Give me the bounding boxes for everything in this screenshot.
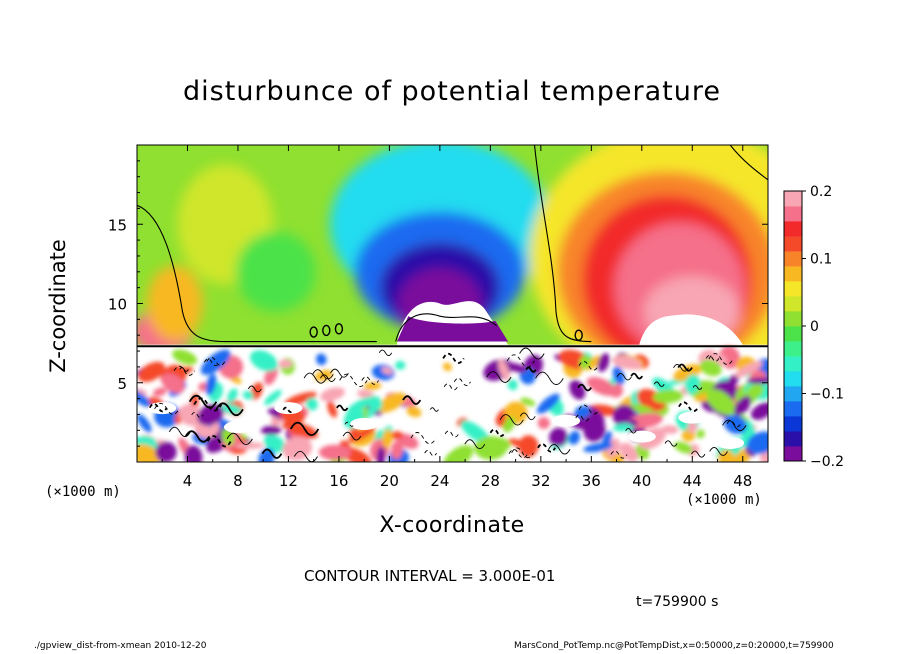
plot-area <box>137 145 768 462</box>
lower-mixed-layer <box>137 344 768 462</box>
y-tick-label: 15 <box>108 216 127 234</box>
colorbar-swatch <box>784 371 802 387</box>
colorbar-swatch <box>784 356 802 372</box>
x-tick-label: 8 <box>233 472 243 490</box>
colorbar-tick-label: 0.2 <box>810 184 832 200</box>
colorbar-swatch <box>784 341 802 357</box>
contour-interval-text: CONTOUR INTERVAL = 3.000E-01 <box>304 567 556 585</box>
x-tick-label: 20 <box>380 472 399 490</box>
y-axis-label: Z-coordinate <box>46 239 70 373</box>
colorbar-swatch <box>784 326 802 342</box>
colorbar-swatch <box>784 416 802 432</box>
colorbar-swatch <box>784 236 802 252</box>
y-axis: 5 10 15 <box>108 160 768 447</box>
x-tick-label: 36 <box>582 472 601 490</box>
y-tick-label: 5 <box>117 375 127 393</box>
colorbar-swatch <box>784 401 802 417</box>
x-tick-label: 4 <box>183 472 193 490</box>
footer-right: MarsCond_PotTemp.nc@PotTempDist,x=0:5000… <box>514 641 834 651</box>
colorbar-swatch <box>784 251 802 267</box>
y-tick-label: 10 <box>108 296 127 314</box>
chart-title: disturbunce of potential temperature <box>183 76 721 107</box>
x-axis-label: X-coordinate <box>379 513 525 538</box>
colorbar-swatch <box>784 431 802 447</box>
x-tick-label: 40 <box>632 472 651 490</box>
colorbar-swatch <box>784 446 802 462</box>
x-tick-label: 32 <box>531 472 550 490</box>
colorbar-swatch <box>784 221 802 237</box>
x-tick-label: 24 <box>430 472 449 490</box>
contour-lines <box>137 145 768 462</box>
x-unit-label-right: (×1000 m) <box>686 492 762 508</box>
colorbar-tick-label: −0.1 <box>810 387 844 403</box>
colorbar-swatch <box>784 311 802 327</box>
time-label: t=759900 s <box>636 594 719 610</box>
colorbar-swatch <box>784 296 802 312</box>
colorbar-swatch <box>784 206 802 222</box>
colorbar-tick-label: 0 <box>810 319 819 335</box>
x-axis: 4 8 12 16 20 24 28 32 36 40 44 48 <box>161 145 752 490</box>
field-fill <box>137 145 768 462</box>
colorbar-swatch <box>784 191 802 207</box>
x-unit-label-left: (×1000 m) <box>45 484 121 500</box>
colorbar: 0.2 0.1 0 −0.1 −0.2 <box>783 184 844 470</box>
colorbar-swatch <box>784 386 802 402</box>
colorbar-swatch <box>784 281 802 297</box>
x-tick-label: 16 <box>329 472 348 490</box>
x-tick-label: 44 <box>683 472 702 490</box>
colorbar-tick-label: 0.1 <box>810 252 832 268</box>
colorbar-swatch <box>784 266 802 282</box>
x-tick-label: 28 <box>481 472 500 490</box>
saturated-cores <box>396 301 743 345</box>
footer-left: ./gpview_dist-from-xmean 2010-12-20 <box>34 641 207 651</box>
colorbar-tick-label: −0.2 <box>810 454 844 470</box>
x-tick-label: 48 <box>733 472 752 490</box>
x-tick-label: 12 <box>279 472 298 490</box>
upper-layer-field <box>137 145 768 386</box>
